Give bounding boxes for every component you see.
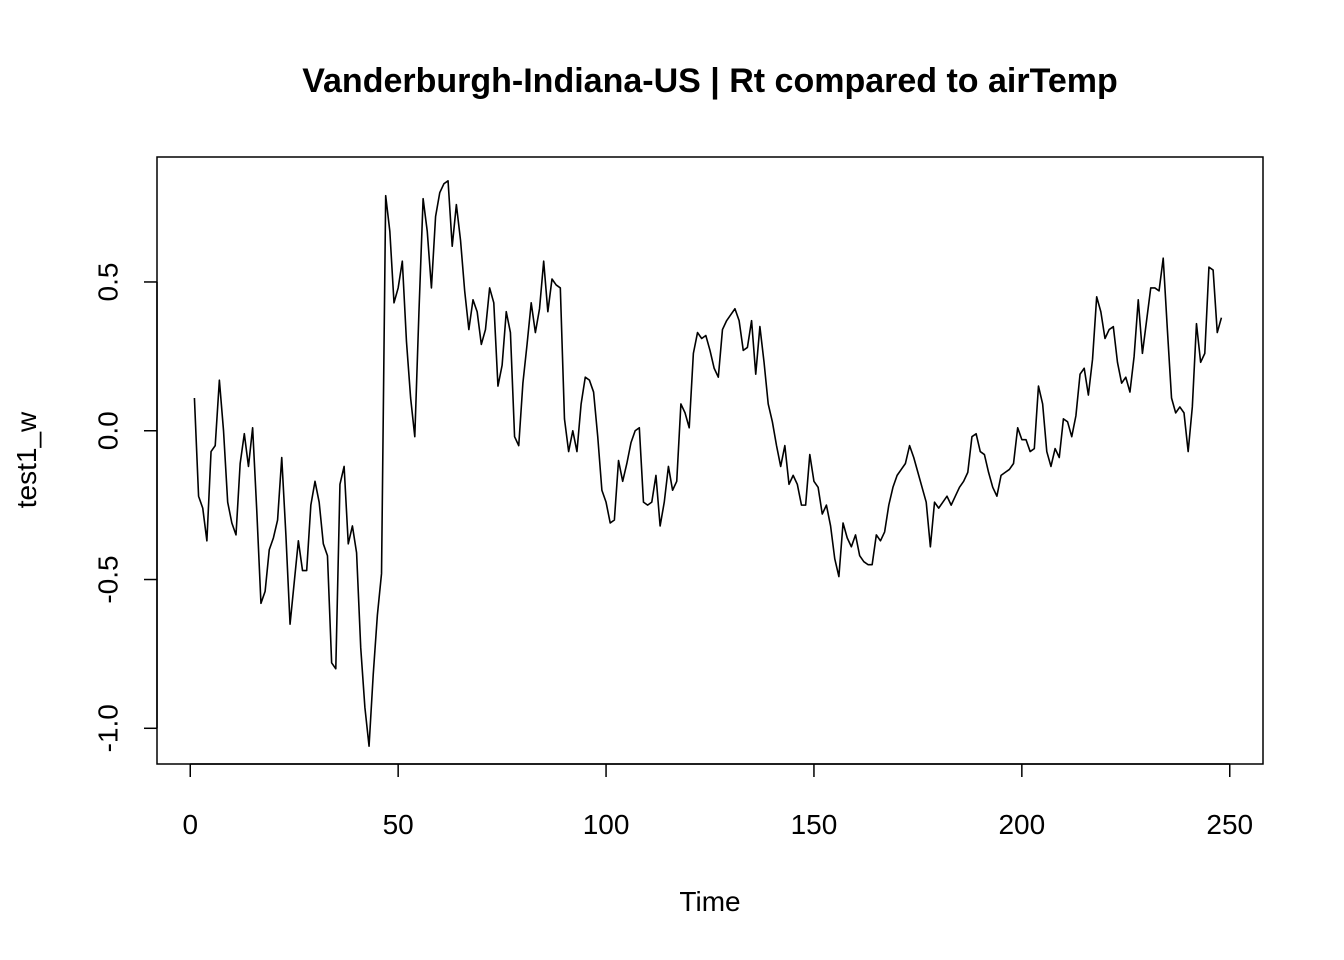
x-axis: 0 50 100 150 200 250 <box>182 763 1253 840</box>
x-tick-label: 0 <box>182 809 198 840</box>
x-tick-label: 200 <box>998 809 1045 840</box>
y-axis-label: test1_w <box>11 411 42 508</box>
x-tick-label: 150 <box>791 809 838 840</box>
x-tick-label: 50 <box>383 809 414 840</box>
y-tick-label: -1.0 <box>92 704 123 752</box>
plot-frame <box>156 156 1264 765</box>
series-line <box>193 180 1223 747</box>
chart-title: Vanderburgh-Indiana-US | Rt compared to … <box>302 62 1118 100</box>
y-axis: -1.0 -0.5 0.0 0.5 <box>92 263 158 752</box>
x-tick-label: 100 <box>583 809 630 840</box>
y-tick-label: 0.5 <box>92 263 123 302</box>
y-tick-label: 0.0 <box>92 411 123 450</box>
y-tick-label: -0.5 <box>92 555 123 603</box>
x-axis-label: Time <box>679 886 740 917</box>
x-tick-label: 250 <box>1206 809 1253 840</box>
series-layer <box>193 180 1223 747</box>
